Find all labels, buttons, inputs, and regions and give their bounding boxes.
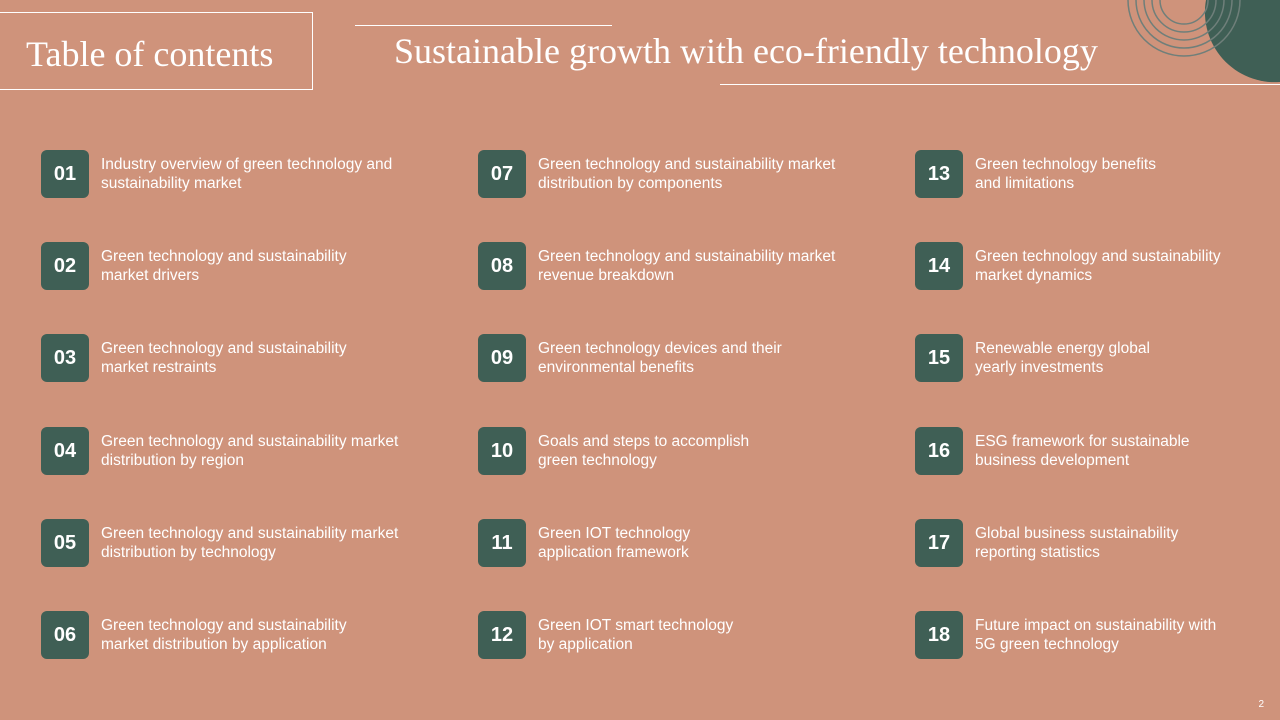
item-label: Green technology benefits and limitations <box>975 156 1156 192</box>
item-number-badge: 03 <box>41 334 89 382</box>
toc-item-04[interactable]: 04 Green technology and sustainability m… <box>41 427 441 475</box>
toc-item-01[interactable]: 01 Industry overview of green technology… <box>41 150 441 198</box>
item-label: Green technology and sustainability marke… <box>101 617 347 653</box>
title-top-rule <box>355 25 612 26</box>
item-label: Green technology and sustainability mark… <box>538 156 836 192</box>
title-bottom-rule <box>720 84 1280 85</box>
toc-item-15[interactable]: 15 Renewable energy global yearly investm… <box>915 334 1280 382</box>
item-number-badge: 16 <box>915 427 963 475</box>
item-number-badge: 04 <box>41 427 89 475</box>
item-label: Green technology and sustainability marke… <box>101 248 347 284</box>
item-number-badge: 14 <box>915 242 963 290</box>
item-label: Industry overview of green technology an… <box>101 156 393 192</box>
toc-item-09[interactable]: 09 Green technology devices and their env… <box>478 334 878 382</box>
toc-item-06[interactable]: 06 Green technology and sustainability ma… <box>41 611 441 659</box>
item-number-badge: 08 <box>478 242 526 290</box>
toc-item-03[interactable]: 03 Green technology and sustainability ma… <box>41 334 441 382</box>
item-number-badge: 01 <box>41 150 89 198</box>
toc-item-12[interactable]: 12 Green IOT smart technology by applicat… <box>478 611 878 659</box>
item-label: Green technology and sustainability mark… <box>101 433 399 469</box>
item-label: Green technology and sustainability marke… <box>975 248 1221 284</box>
toc-item-05[interactable]: 05 Green technology and sustainability m… <box>41 519 441 567</box>
item-number-badge: 07 <box>478 150 526 198</box>
item-label: Green technology and sustainability mark… <box>538 248 836 284</box>
item-label: Global business sustainability reporting … <box>975 525 1179 561</box>
decorative-arcs-graphic <box>1127 0 1280 83</box>
toc-item-16[interactable]: 16 ESG framework for sustainable business… <box>915 427 1280 475</box>
toc-item-13[interactable]: 13 Green technology benefits and limitati… <box>915 150 1280 198</box>
item-number-badge: 17 <box>915 519 963 567</box>
item-label: Green IOT smart technology by application <box>538 617 734 653</box>
item-label: ESG framework for sustainable business de… <box>975 433 1190 469</box>
item-number-badge: 15 <box>915 334 963 382</box>
toc-item-18[interactable]: 18 Future impact on sustainability with 5… <box>915 611 1280 659</box>
toc-item-07[interactable]: 07 Green technology and sustainability m… <box>478 150 878 198</box>
item-number-badge: 12 <box>478 611 526 659</box>
item-number-badge: 11 <box>478 519 526 567</box>
item-label: Goals and steps to accomplish green techn… <box>538 433 750 469</box>
toc-item-11[interactable]: 11 Green IOT technology application frame… <box>478 519 878 567</box>
item-label: Future impact on sustainability with 5G g… <box>975 617 1217 653</box>
item-number-badge: 02 <box>41 242 89 290</box>
toc-item-10[interactable]: 10 Goals and steps to accomplish green te… <box>478 427 878 475</box>
item-number-badge: 13 <box>915 150 963 198</box>
toc-header-box: Table of contents <box>0 12 313 90</box>
page-title: Sustainable growth with eco-friendly tec… <box>394 31 1098 71</box>
item-label: Renewable energy global yearly investment… <box>975 340 1150 376</box>
item-label: Green technology and sustainability marke… <box>101 340 347 376</box>
item-label: Green technology devices and their enviro… <box>538 340 782 376</box>
item-number-badge: 10 <box>478 427 526 475</box>
item-label: Green IOT technology application framewor… <box>538 525 691 561</box>
item-number-badge: 18 <box>915 611 963 659</box>
toc-heading: Table of contents <box>26 34 274 74</box>
page-number: 2 <box>1258 699 1264 710</box>
item-number-badge: 09 <box>478 334 526 382</box>
toc-item-02[interactable]: 02 Green technology and sustainability ma… <box>41 242 441 290</box>
toc-item-14[interactable]: 14 Green technology and sustainability ma… <box>915 242 1280 290</box>
item-number-badge: 05 <box>41 519 89 567</box>
item-number-badge: 06 <box>41 611 89 659</box>
toc-item-17[interactable]: 17 Global business sustainability reporti… <box>915 519 1280 567</box>
item-label: Green technology and sustainability mark… <box>101 525 399 561</box>
toc-item-08[interactable]: 08 Green technology and sustainability m… <box>478 242 878 290</box>
